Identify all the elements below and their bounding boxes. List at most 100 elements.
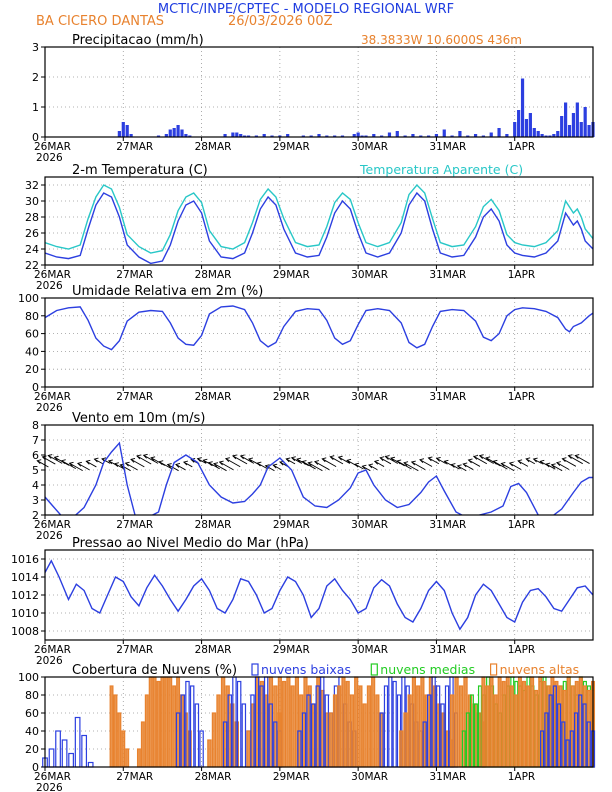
wind-xtick-label: 26MAR <box>34 519 71 531</box>
cloud-bar <box>379 712 384 768</box>
wind-arrow-head <box>248 457 254 463</box>
cloud-bar <box>505 676 510 768</box>
precip-xtick-label: 29MAR <box>273 141 310 153</box>
wind-arrow-head <box>329 455 335 461</box>
cloud-bar <box>320 676 325 768</box>
wind-arrow-head <box>36 459 42 465</box>
temp-title: 2-m Temperatura (C) <box>72 163 208 178</box>
wind-arrow <box>291 457 303 464</box>
cloud-bar <box>426 694 432 768</box>
cloud-bar <box>586 721 591 768</box>
wind-arrow <box>493 460 508 470</box>
cloud-bar <box>324 694 330 768</box>
clouds-xtick-label: 27MAR <box>116 771 153 783</box>
wind-arrow <box>86 460 97 468</box>
precip-ytick-label: 2 <box>32 71 39 84</box>
precip-bar <box>246 135 251 137</box>
temp-ytick-label: 30 <box>25 195 39 208</box>
precip-bar <box>427 135 431 137</box>
precip-bar <box>364 135 368 137</box>
rh-series-line <box>45 305 593 351</box>
cloud-bar <box>48 748 55 768</box>
temp-ytick-label: 24 <box>25 243 39 256</box>
cloud-bar <box>489 676 494 768</box>
precip-ytick-label: 3 <box>32 41 39 54</box>
pressure-xtick-label: 26MAR <box>34 644 71 656</box>
rh-ytick-label: 60 <box>25 328 39 341</box>
wind-arrow <box>265 465 275 472</box>
precip-bar <box>513 122 517 137</box>
pressure-ytick-label: 1012 <box>11 589 39 602</box>
wind-xtick-label: 1APR <box>508 519 536 531</box>
cloud-bar <box>392 680 397 768</box>
cloud-bar <box>282 680 287 768</box>
precip-bar <box>188 135 192 137</box>
temp-legend-apparent: Temperatura Aparente (C) <box>359 162 523 177</box>
cloud-bar <box>232 676 237 768</box>
rh-ytick-label: 20 <box>25 363 39 376</box>
precip-ytick-label: 0 <box>32 131 39 144</box>
rh-ytick-label: 80 <box>25 310 39 323</box>
cloud-bar <box>548 694 553 768</box>
wind-arrow <box>114 463 124 470</box>
rh-ytick-label: 100 <box>18 292 39 305</box>
precip-bar <box>556 131 560 137</box>
wind-arrow-head <box>561 457 567 463</box>
precip-bar <box>520 78 525 137</box>
cloud-bar <box>87 761 94 768</box>
station-name: BA CICERO DANTAS <box>36 14 164 29</box>
cloud-bar <box>569 730 574 768</box>
precip-bar <box>278 135 282 137</box>
wind-arrow <box>379 457 392 465</box>
cloud-bar <box>61 739 68 768</box>
precip-bar <box>411 134 415 137</box>
wind-arrow-head <box>427 456 433 462</box>
cloud-bar <box>117 712 122 768</box>
wind-arrow-head <box>500 462 506 467</box>
wind-xtick-label: 27MAR <box>116 519 153 531</box>
wind-arrow <box>94 458 104 465</box>
precip-bar <box>395 131 399 137</box>
precip-bar <box>560 116 564 137</box>
cloud-bar <box>185 680 190 768</box>
clouds-xtick-label: 26MAR <box>34 771 71 783</box>
pressure-xtick-label: 1APR <box>508 644 536 656</box>
wind-arrow-head <box>379 456 385 462</box>
pressure-panel: 1008 1010 1012 1014 1016 26MAR 27MAR 28MAR 29MAR… <box>11 536 594 667</box>
precip-bar <box>473 134 478 137</box>
wind-arrow <box>479 455 494 464</box>
wind-arrow-head <box>101 457 107 463</box>
precip-bar <box>403 135 407 137</box>
pressure-xtick-label: 28MAR <box>195 644 232 656</box>
rh-xtick-label: 30MAR <box>351 391 388 403</box>
temp-series-line <box>45 183 593 254</box>
cloud-bar <box>465 712 470 768</box>
cloud-bar <box>375 694 380 768</box>
cloud-bar <box>286 676 291 768</box>
wind-series-line <box>45 441 593 515</box>
cloud-bar <box>172 685 177 768</box>
wind-arrow <box>225 458 241 468</box>
precip-bar <box>481 135 485 137</box>
wind-arrow-head <box>196 457 202 462</box>
cloud-bar <box>383 685 389 768</box>
cloud-bar <box>371 676 376 768</box>
wind-arrow-head <box>478 454 484 459</box>
precip-bar <box>380 135 384 137</box>
cloud-bar <box>140 721 145 768</box>
wind-arrow-head <box>207 461 213 466</box>
cloud-bar <box>552 685 557 768</box>
wind-arrow <box>385 456 398 464</box>
precip-year-label: 2026 <box>36 152 63 164</box>
cloud-bar <box>469 694 474 768</box>
clouds-xtick-label: 30MAR <box>351 771 388 783</box>
wind-arrow <box>69 462 83 472</box>
temp-ytick-label: 22 <box>25 259 39 272</box>
wind-arrow-head <box>354 462 360 468</box>
precip-bar <box>548 135 552 137</box>
precip-bar <box>243 135 247 137</box>
wind-arrow-head <box>450 463 456 468</box>
precip-bar <box>497 128 501 137</box>
cloud-bar <box>345 680 350 768</box>
